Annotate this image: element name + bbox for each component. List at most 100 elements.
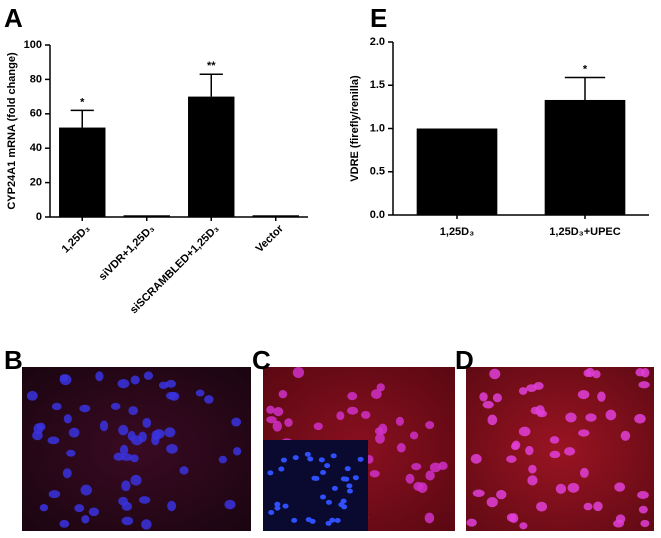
nucleus — [62, 468, 72, 479]
nucleus — [325, 499, 332, 505]
error-bar — [70, 109, 94, 128]
nucleus — [274, 505, 281, 511]
nucleus — [357, 456, 364, 462]
nucleus — [179, 466, 189, 475]
y-tick-label: 20 — [30, 177, 42, 189]
nucleus — [555, 483, 567, 494]
nucleus — [66, 449, 76, 457]
nucleus — [395, 416, 404, 426]
nucleus — [231, 417, 242, 427]
nucleus — [195, 389, 205, 397]
nucleus — [304, 451, 311, 457]
nucleus — [597, 391, 606, 402]
nucleus — [142, 417, 152, 428]
nucleus — [638, 381, 650, 389]
nucleus — [638, 505, 648, 514]
y-tick-label: 80 — [30, 73, 42, 85]
nucleus — [396, 443, 406, 453]
nucleus — [110, 402, 121, 410]
nucleus — [79, 404, 91, 413]
nucleus — [585, 367, 595, 378]
nucleus — [527, 475, 538, 486]
nucleus — [325, 520, 332, 526]
nucleus — [292, 455, 299, 461]
nucleus — [344, 466, 351, 472]
nucleus — [47, 436, 60, 445]
nucleus — [577, 389, 590, 400]
nucleus — [143, 371, 154, 380]
bar — [123, 215, 170, 217]
x-tick-label: 1,25D₃+UPEC — [549, 226, 620, 238]
nucleus — [343, 476, 350, 482]
nucleus — [51, 402, 62, 411]
nucleus — [130, 474, 142, 486]
nucleus — [118, 424, 129, 436]
nucleus — [33, 423, 44, 435]
nucleus — [347, 406, 359, 415]
panel-label: A — [4, 3, 23, 33]
nucleus — [640, 519, 650, 528]
nucleus — [518, 426, 531, 437]
nucleus — [470, 453, 482, 464]
nucleus — [346, 488, 353, 494]
y-axis-label: VDRE (firefly/renilla) — [349, 75, 361, 182]
nucleus — [158, 381, 169, 390]
nucleus — [218, 455, 227, 464]
bar — [252, 215, 299, 217]
nucleus — [141, 519, 152, 530]
panel-label: D — [455, 345, 474, 375]
nucleus — [482, 400, 494, 409]
nucleus — [496, 489, 507, 500]
nucleus — [511, 442, 520, 451]
nucleus — [567, 482, 580, 493]
nucleus — [429, 462, 442, 473]
nucleus — [307, 456, 314, 462]
nucleus — [273, 406, 284, 417]
nucleus — [99, 420, 109, 432]
nucleus — [329, 517, 336, 523]
nucleus — [472, 489, 485, 497]
nucleus — [536, 501, 548, 512]
nucleus — [59, 374, 69, 382]
nucleus — [634, 413, 646, 424]
y-tick-label: 2.0 — [370, 36, 385, 48]
nucleus — [549, 450, 561, 459]
nucleus — [48, 490, 61, 499]
nucleus — [151, 434, 160, 446]
nucleus — [274, 501, 281, 507]
error-bar — [199, 73, 223, 97]
x-tick-label: siVDR+1,25D₃ — [97, 223, 157, 283]
nucleus — [167, 500, 177, 512]
nucleus — [564, 447, 576, 456]
nucleus — [113, 452, 125, 461]
micrograph — [22, 367, 251, 531]
nucleus — [361, 411, 371, 419]
nucleus — [346, 483, 353, 489]
x-tick-label: Vector — [254, 222, 287, 255]
nucleus — [479, 392, 488, 402]
nucleus — [578, 429, 590, 437]
nucleus — [438, 461, 448, 470]
nucleus — [128, 406, 138, 416]
nucleus — [336, 411, 345, 421]
nucleus — [583, 502, 593, 511]
y-tick-label: 0.0 — [370, 209, 385, 221]
nucleus — [121, 501, 133, 511]
nucleus — [565, 412, 577, 423]
y-tick-label: 40 — [30, 142, 42, 154]
nucleus — [536, 410, 548, 418]
nucleus — [81, 515, 90, 524]
panel-label: C — [252, 345, 271, 375]
nucleus — [121, 516, 134, 526]
nucleus — [466, 518, 477, 527]
nucleus — [59, 519, 70, 528]
nucleus — [121, 453, 133, 461]
bar — [59, 127, 106, 217]
nucleus — [352, 475, 359, 481]
error-bar — [564, 76, 606, 100]
nucleus — [224, 499, 236, 510]
nucleus — [311, 475, 318, 481]
nucleus — [425, 470, 435, 481]
nucleus — [585, 413, 597, 422]
